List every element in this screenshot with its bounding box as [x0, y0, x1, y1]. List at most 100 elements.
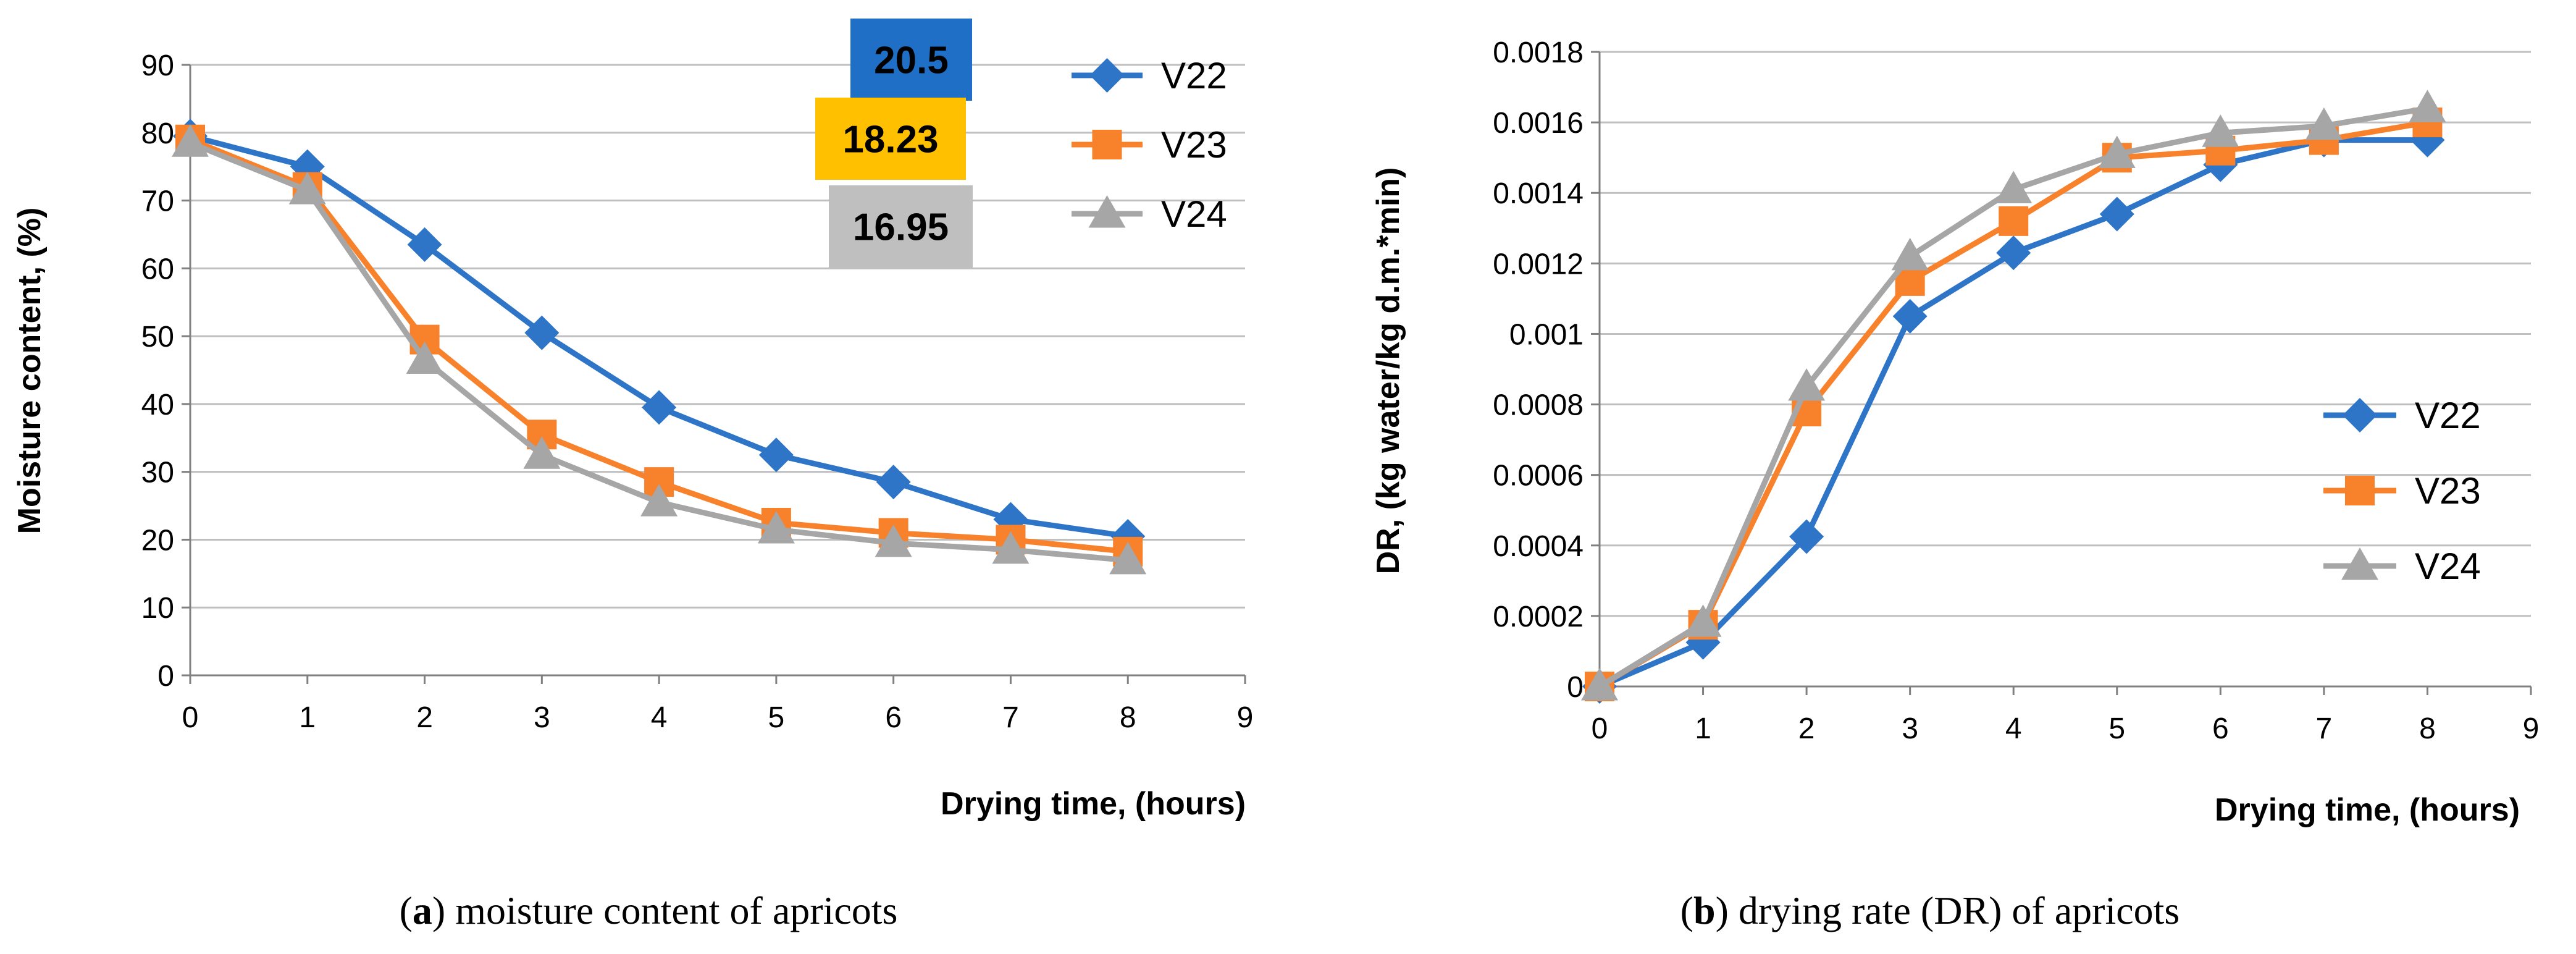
caption-a-letter: a — [413, 889, 432, 932]
legend-marker-v23 — [1092, 130, 1122, 159]
x-tick-label: 2 — [416, 701, 433, 734]
y-tick-label: 10 — [141, 592, 174, 625]
x-tick-label: 6 — [885, 701, 902, 734]
data-point-v22 — [2099, 196, 2134, 232]
data-point-v22 — [642, 390, 677, 425]
data-point-v24 — [1788, 368, 1826, 401]
data-point-v24 — [875, 524, 912, 557]
x-tick-label: 8 — [2419, 712, 2436, 745]
legend-marker-v22 — [1089, 58, 1125, 93]
data-point-v24 — [2202, 114, 2239, 147]
data-point-v24 — [523, 436, 561, 469]
chart-a-moisture-content: 0 10 20 30 40 50 60 70 80 90 0 1 2 3 4 5 6 7 8 9 Drying time… — [12, 19, 1253, 822]
legend-label-v23: V23 — [1161, 124, 1227, 166]
data-point-v24 — [992, 531, 1030, 564]
data-point-v24 — [1581, 668, 1618, 701]
legend-marker-v24 — [2341, 547, 2378, 580]
x-tick-label: 2 — [1798, 712, 1815, 745]
y-axis-label: DR, (kg water/kg d.m.*min) — [1370, 167, 1406, 575]
data-point-v24 — [757, 510, 795, 544]
x-tick-label: 5 — [2108, 712, 2125, 745]
y-axis-label: Moisture content, (%) — [12, 208, 48, 534]
data-point-v24 — [2409, 90, 2446, 122]
data-point-v22 — [1996, 235, 2031, 271]
x-axis-label: Drying time, (hours) — [2215, 792, 2520, 828]
y-tick-label: 60 — [141, 253, 174, 285]
final-value-label-v22: 20.5 — [874, 40, 949, 82]
x-tick-label: 5 — [768, 701, 785, 734]
final-value-label-v24: 16.95 — [853, 206, 949, 249]
legend-marker-v22 — [2343, 398, 2377, 433]
data-point-v22 — [758, 437, 794, 473]
y-tick-label: 40 — [141, 389, 174, 421]
data-point-v22 — [1892, 298, 1928, 334]
x-tick-label: 8 — [1120, 701, 1136, 734]
data-point-v24 — [640, 484, 678, 517]
y-tick-label: 70 — [141, 185, 174, 218]
caption-b-letter: b — [1693, 889, 1716, 932]
y-tick-label: 50 — [141, 321, 174, 353]
y-tick-label: 0.0018 — [1493, 36, 1584, 69]
x-tick-label: 7 — [1002, 701, 1019, 734]
data-point-v24 — [406, 341, 443, 374]
legend-marker-v23 — [2345, 476, 2375, 505]
y-tick-label: 0.001 — [1509, 318, 1584, 351]
x-tick-label: 4 — [651, 701, 668, 734]
x-axis-label: Drying time, (hours) — [941, 786, 1246, 822]
y-tick-label: 0.0008 — [1493, 389, 1584, 422]
data-point-v22 — [524, 315, 560, 350]
caption-a: (a) moisture content of apricots — [400, 889, 898, 932]
x-tick-label: 3 — [534, 701, 550, 734]
data-point-v24 — [2305, 107, 2343, 140]
chart-b-drying-rate: 0 0.0002 0.0004 0.0006 0.0008 0.001 0.0012 0.00… — [1370, 36, 2539, 828]
data-point-v22 — [876, 465, 911, 500]
data-point-v24 — [1891, 237, 1929, 271]
x-tick-label: 1 — [1695, 712, 1711, 745]
y-tick-label: 0.0014 — [1493, 177, 1584, 210]
y-tick-label: 90 — [141, 49, 174, 82]
legend-label-v22: V22 — [1161, 55, 1227, 96]
x-tick-label: 9 — [2523, 712, 2540, 745]
y-tick-label: 0 — [157, 660, 174, 693]
legend-label-v23: V23 — [2415, 470, 2481, 512]
x-tick-label: 6 — [2212, 712, 2229, 745]
y-tick-label: 30 — [141, 457, 174, 489]
data-point-v24 — [2098, 135, 2136, 168]
y-tick-label: 0.0004 — [1493, 530, 1584, 563]
x-tick-label: 0 — [1592, 712, 1608, 745]
y-tick-label: 0.0002 — [1493, 601, 1584, 633]
legend-label-v24: V24 — [2415, 546, 2481, 587]
x-tick-label: 7 — [2316, 712, 2333, 745]
caption-b: (b) drying rate (DR) of apricots — [1680, 889, 2180, 932]
final-value-box-v24 — [829, 185, 973, 268]
x-tick-label: 3 — [1902, 712, 1918, 745]
y-tick-label: 0 — [1567, 671, 1584, 704]
x-tick-label: 0 — [182, 701, 199, 734]
data-point-v24 — [172, 124, 209, 157]
legend-label-v22: V22 — [2415, 395, 2481, 436]
y-tick-label: 20 — [141, 524, 174, 557]
legend-label-v24: V24 — [1161, 193, 1227, 235]
caption-a-text: moisture content of apricots — [445, 889, 897, 932]
y-tick-label: 0.0006 — [1493, 460, 1584, 492]
data-point-v24 — [1995, 171, 2033, 204]
y-tick-label: 0.0012 — [1493, 248, 1584, 281]
x-tick-label: 1 — [299, 701, 316, 734]
data-point-v22 — [1789, 519, 1824, 554]
y-tick-label: 0.0016 — [1493, 107, 1584, 140]
data-point-v23 — [1999, 206, 2029, 236]
final-value-box-v23 — [815, 98, 966, 180]
data-point-v22 — [407, 227, 442, 262]
caption-b-text: drying rate (DR) of apricots — [1729, 889, 2180, 932]
final-value-label-v23: 18.23 — [842, 119, 938, 161]
x-tick-label: 9 — [1237, 701, 1254, 734]
y-tick-label: 80 — [141, 117, 174, 150]
final-value-box-v22 — [850, 19, 972, 101]
data-point-v24 — [1109, 541, 1147, 575]
data-point-v24 — [288, 172, 326, 205]
x-tick-label: 4 — [2005, 712, 2022, 745]
legend-marker-v24 — [1088, 195, 1126, 228]
data-point-v24 — [1684, 604, 1722, 637]
